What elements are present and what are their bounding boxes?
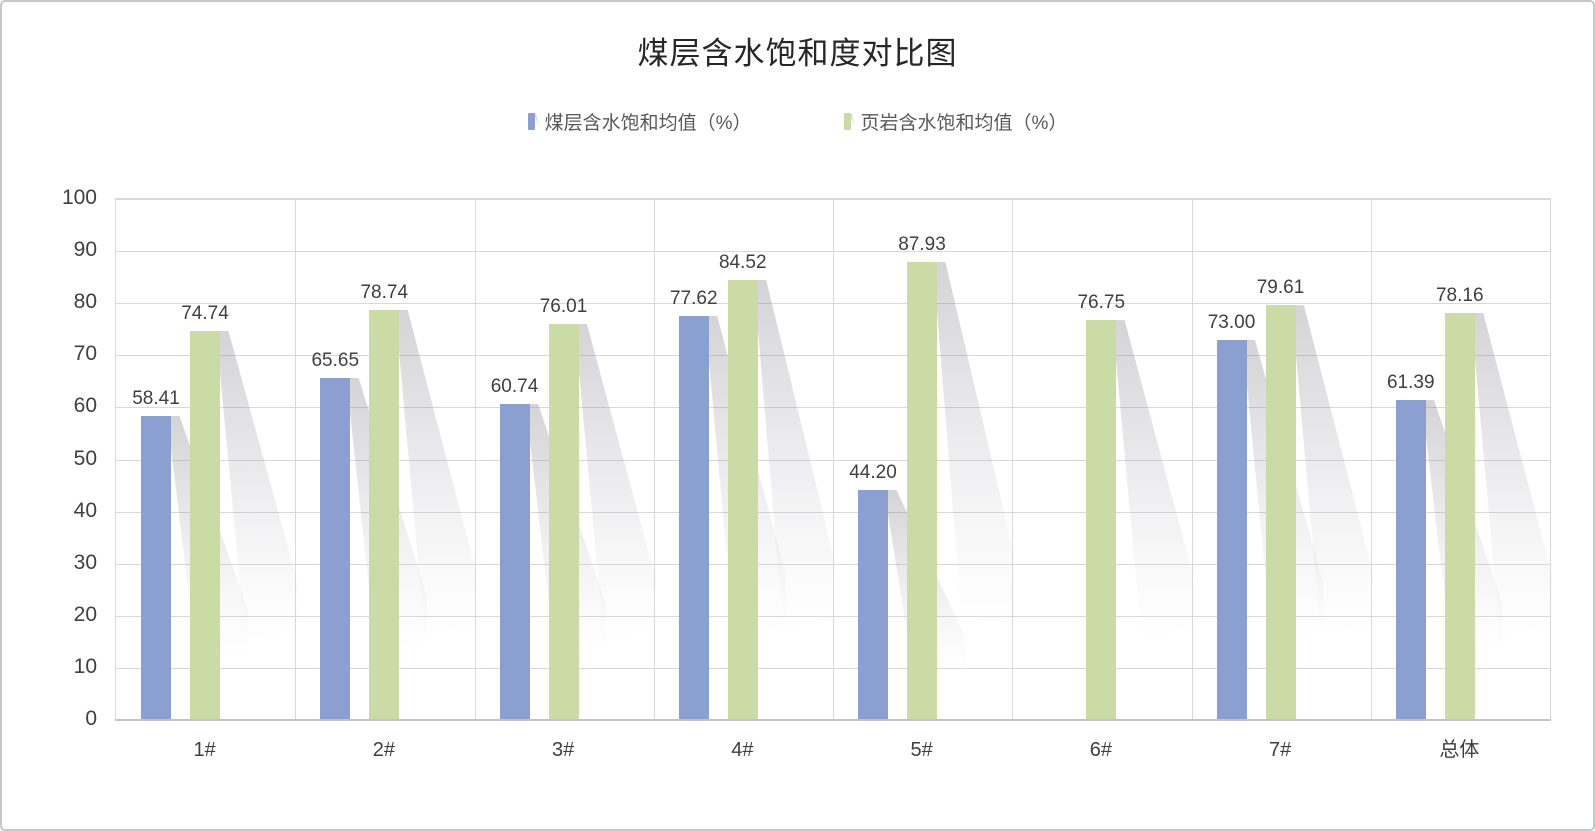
x-axis-label-1#: 1# [193,739,216,761]
data-label-shale-4#: 84.52 [718,251,767,273]
legend-marker-icon-coal [527,113,535,130]
bar-shale-4#[interactable] [727,279,758,720]
data-label-coal-2#: 65.65 [311,349,360,371]
plot-area: 58.41 74.74 65.65 78.74 60.74 76.01 77.62 84.52… [115,198,1552,721]
y-axis-label-20: 20 [73,602,97,626]
x-axis-label-总体: 总体 [1439,739,1480,761]
legend: 煤层含水饱和均值（%） 页岩含水饱和均值（%） [2,108,1593,135]
data-label-coal-总体: 61.39 [1386,372,1435,394]
data-label-coal-3#: 60.74 [490,375,539,397]
x-axis-label-6#: 6# [1089,739,1112,761]
data-label-coal-1#: 58.41 [132,387,180,409]
bar-coal-3#[interactable] [499,403,530,720]
x-axis-label-5#: 5# [910,739,933,761]
y-axis-label-100: 100 [61,186,97,209]
data-label-coal-5#: 44.20 [849,461,897,483]
y-axis-label-90: 90 [73,238,97,262]
x-axis-label-2#: 2# [372,739,395,761]
bar-shadow-shale [1115,320,1194,641]
gridline-v-3 [654,199,655,720]
x-axis-line [115,719,1551,721]
data-label-shale-1#: 74.74 [181,302,229,324]
y-axis-label-10: 10 [73,654,97,678]
data-label-shale-7#: 79.61 [1256,277,1305,299]
x-axis-label-7#: 7# [1269,739,1292,761]
y-axis-label-80: 80 [73,290,97,314]
legend-label: 页岩含水饱和均值（%） [860,113,1068,134]
bar-coal-5#[interactable] [858,489,888,720]
gridline-v-2 [475,199,476,720]
bar-shale-2#[interactable] [369,309,400,720]
bar-shale-7#[interactable] [1265,305,1296,720]
y-axis-label-40: 40 [73,498,97,522]
legend-marker-icon-shale [843,113,851,130]
bar-coal-7#[interactable] [1216,339,1247,720]
data-label-coal-7#: 73.00 [1207,311,1256,333]
chart-title: 煤层含水饱和度对比图 [637,36,958,71]
y-axis-label-60: 60 [73,394,97,418]
bar-shale-总体[interactable] [1444,312,1475,720]
gridline-v-6 [1192,199,1193,720]
y-axis-label-0: 0 [85,707,97,730]
data-label-coal-4#: 77.62 [669,287,718,309]
bar-shadow-shale [936,261,1014,628]
data-label-shale-2#: 78.74 [360,281,409,303]
legend-item-shale[interactable]: 页岩含水饱和均值（%） [843,108,1068,135]
bar-coal-4#[interactable] [678,315,709,720]
legend-label: 煤层含水饱和均值（%） [544,113,752,134]
bar-coal-2#[interactable] [320,377,351,720]
x-axis-label-3#: 3# [552,739,575,761]
gridline-v-1 [295,199,296,720]
data-label-shale-6#: 76.75 [1077,292,1126,314]
bar-shale-1#[interactable] [190,330,220,720]
y-axis-label-70: 70 [73,342,97,366]
bar-shale-3#[interactable] [548,324,579,720]
gridline-v-4 [833,199,834,720]
data-label-shale-总体: 78.16 [1435,284,1484,306]
legend-item-coal[interactable]: 煤层含水饱和均值（%） [527,108,752,135]
bar-coal-总体[interactable] [1395,400,1426,720]
y-axis-label-30: 30 [73,550,97,574]
gridline-v-7 [1371,199,1372,720]
data-label-shale-5#: 87.93 [898,233,946,255]
bar-coal-1#[interactable] [141,415,171,720]
bar-shale-6#[interactable] [1086,320,1117,720]
data-label-shale-3#: 76.01 [539,295,588,317]
x-axis-label-4#: 4# [731,739,754,761]
gridline-v-5 [1012,199,1013,720]
y-axis-label-50: 50 [73,446,97,470]
bar-shale-5#[interactable] [907,261,937,720]
